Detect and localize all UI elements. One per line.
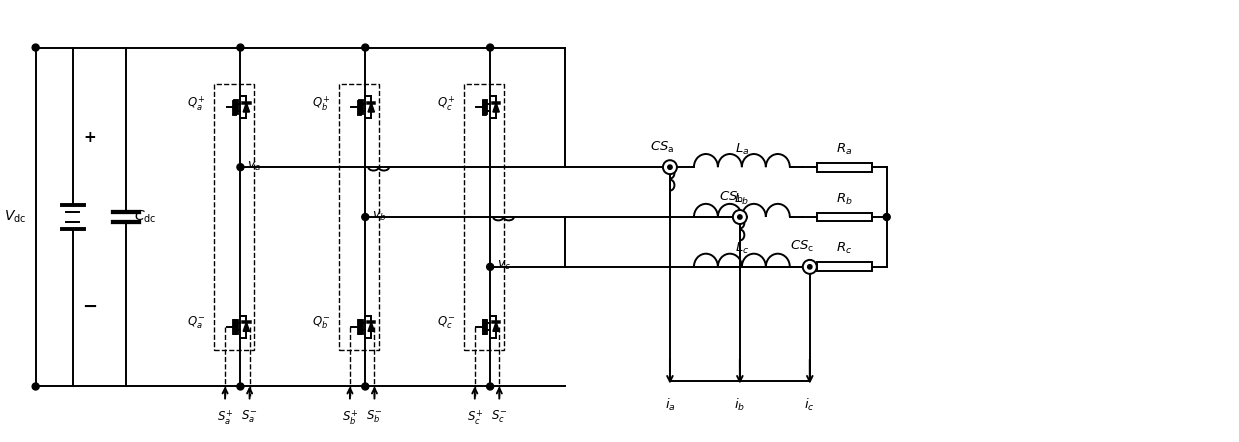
Text: $R_{b}$: $R_{b}$: [836, 191, 852, 206]
Circle shape: [663, 160, 676, 174]
Circle shape: [737, 215, 742, 219]
Text: $i_{b}$: $i_{b}$: [735, 396, 746, 412]
Circle shape: [362, 213, 369, 221]
Circle shape: [362, 44, 369, 51]
Text: $S_{c}^{+}$: $S_{c}^{+}$: [467, 408, 483, 427]
Text: $L_{c}$: $L_{c}$: [735, 241, 750, 256]
Circle shape: [237, 383, 244, 390]
Text: $L_{a}$: $L_{a}$: [735, 142, 750, 157]
Circle shape: [237, 164, 244, 171]
Polygon shape: [493, 322, 499, 332]
Polygon shape: [243, 103, 249, 112]
Text: $S_{a}^{+}$: $S_{a}^{+}$: [217, 408, 233, 427]
Text: $S_{b}^{-}$: $S_{b}^{-}$: [367, 408, 383, 425]
Circle shape: [487, 44, 493, 51]
Bar: [817, 163, 872, 171]
Text: $v_{c}$: $v_{c}$: [497, 259, 512, 272]
Circle shape: [883, 213, 890, 221]
Text: $Q_{a}^{-}$: $Q_{a}^{-}$: [187, 314, 206, 331]
Text: $v_{b}$: $v_{b}$: [372, 210, 387, 223]
Circle shape: [668, 165, 672, 169]
Polygon shape: [493, 103, 499, 112]
Text: $Q_{c}^{-}$: $Q_{c}^{-}$: [437, 314, 455, 331]
Circle shape: [237, 44, 244, 51]
Text: $C_{\rm dc}$: $C_{\rm dc}$: [134, 209, 157, 225]
Bar: [817, 213, 872, 221]
Text: $i_{c}$: $i_{c}$: [804, 396, 815, 412]
Circle shape: [32, 44, 40, 51]
Text: $S_{a}^{-}$: $S_{a}^{-}$: [242, 408, 258, 425]
Circle shape: [803, 260, 817, 274]
Polygon shape: [243, 322, 249, 332]
Circle shape: [487, 263, 493, 271]
Text: $V_{\rm dc}$: $V_{\rm dc}$: [5, 209, 27, 225]
Circle shape: [32, 383, 40, 390]
Text: $v_{a}$: $v_{a}$: [248, 160, 261, 173]
Text: $Q_{b}^{+}$: $Q_{b}^{+}$: [312, 94, 331, 113]
Text: $S_{c}^{-}$: $S_{c}^{-}$: [491, 408, 508, 425]
Circle shape: [487, 383, 493, 390]
Bar: [817, 263, 872, 271]
Text: $i_{a}$: $i_{a}$: [664, 396, 675, 412]
Circle shape: [362, 383, 369, 390]
Circle shape: [733, 210, 747, 224]
Text: +: +: [83, 130, 95, 145]
Text: $R_{c}$: $R_{c}$: [836, 241, 852, 256]
Text: $CS_{\rm b}$: $CS_{\rm b}$: [720, 190, 745, 205]
Text: $CS_{\rm c}$: $CS_{\rm c}$: [789, 240, 814, 255]
Text: $L_{b}$: $L_{b}$: [735, 191, 750, 206]
Circle shape: [808, 265, 812, 269]
Text: $Q_{b}^{-}$: $Q_{b}^{-}$: [312, 314, 331, 331]
Text: $Q_{a}^{+}$: $Q_{a}^{+}$: [187, 94, 206, 113]
Text: $S_{b}^{+}$: $S_{b}^{+}$: [342, 408, 358, 427]
Polygon shape: [368, 322, 374, 332]
Text: −: −: [82, 298, 97, 316]
Text: $CS_{\rm a}$: $CS_{\rm a}$: [649, 140, 674, 155]
Text: $R_{a}$: $R_{a}$: [836, 142, 852, 157]
Text: $Q_{c}^{+}$: $Q_{c}^{+}$: [437, 94, 455, 113]
Polygon shape: [368, 103, 374, 112]
